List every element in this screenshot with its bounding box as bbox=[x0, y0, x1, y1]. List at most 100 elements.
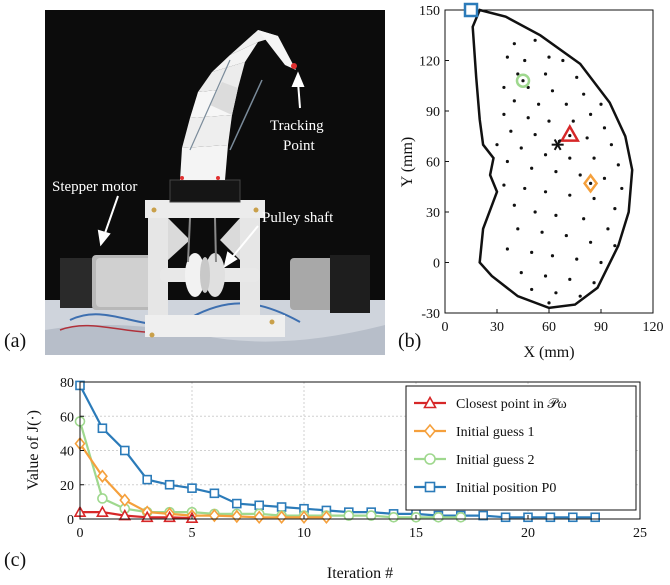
legend-marker bbox=[423, 423, 437, 439]
workspace-xtick-label: 90 bbox=[594, 320, 608, 335]
workspace-point bbox=[575, 257, 579, 261]
workspace-point bbox=[589, 112, 593, 116]
chart-ticks: 0 5 10 15 20 25 0 20 40 60 80 bbox=[60, 376, 647, 541]
workspace-ytick-label: 120 bbox=[419, 55, 440, 70]
series-point bbox=[142, 474, 152, 485]
workspace-point bbox=[564, 102, 568, 106]
series-point bbox=[118, 508, 132, 521]
workspace-point bbox=[495, 143, 499, 147]
workspace-axes-box bbox=[444, 9, 654, 314]
chart-xtick-label: 10 bbox=[297, 526, 311, 541]
series-point bbox=[365, 510, 377, 521]
chart-ytick-label: 0 bbox=[67, 513, 74, 528]
chart-xtick-label: 15 bbox=[409, 526, 423, 541]
workspace-point bbox=[543, 274, 548, 278]
workspace-point bbox=[585, 136, 589, 140]
series-point bbox=[119, 493, 131, 507]
series-point bbox=[120, 445, 130, 456]
workspace-point bbox=[568, 156, 572, 160]
series-point bbox=[567, 512, 578, 523]
workspace-point bbox=[564, 233, 568, 238]
workspace-boundary bbox=[471, 8, 634, 310]
arm-segment bbox=[180, 145, 228, 180]
workspace-point bbox=[530, 250, 534, 254]
chart-ylabel: Value of J(·) bbox=[25, 410, 42, 490]
panel-label-a: (a) bbox=[4, 330, 26, 352]
chart-ytick-label: 80 bbox=[60, 376, 74, 391]
workspace-point bbox=[519, 271, 523, 275]
workspace-xtick-label: 30 bbox=[490, 320, 504, 335]
workspace-point bbox=[540, 230, 544, 234]
series-point bbox=[253, 510, 265, 525]
series-point bbox=[208, 508, 220, 523]
workspace-point bbox=[512, 42, 516, 46]
workspace-ytick-label: 60 bbox=[426, 156, 440, 171]
label-pulley-shaft: Pulley shaft bbox=[262, 210, 334, 226]
workspace-point bbox=[519, 146, 523, 150]
chart-xtick-label: 0 bbox=[77, 526, 84, 541]
marker-closest-point bbox=[559, 124, 580, 142]
series-point bbox=[388, 511, 399, 523]
series-point bbox=[209, 488, 220, 499]
workspace-point bbox=[602, 126, 607, 130]
legend-marker bbox=[423, 395, 437, 409]
workspace-point bbox=[526, 116, 530, 120]
workspace-xtick-label: 120 bbox=[643, 320, 664, 335]
workspace-point bbox=[502, 183, 506, 187]
series-point bbox=[97, 423, 108, 434]
series-point bbox=[96, 469, 108, 483]
workspace-point bbox=[537, 102, 541, 106]
workspace-point bbox=[505, 55, 509, 59]
workspace-point bbox=[533, 132, 537, 137]
workspace-point bbox=[582, 217, 586, 221]
workspace-point bbox=[578, 173, 582, 177]
series-point bbox=[433, 511, 444, 523]
workspace-point bbox=[502, 112, 506, 116]
legend-marker bbox=[424, 481, 436, 493]
chart-ytick-label: 60 bbox=[60, 410, 74, 425]
annotation-arrows bbox=[97, 71, 305, 269]
series-point bbox=[276, 510, 288, 525]
workspace-point bbox=[613, 244, 617, 248]
series-point bbox=[320, 510, 332, 525]
photo-panel: Tracking Point Stepper motor Pulley shaf… bbox=[45, 10, 385, 355]
series-point bbox=[232, 498, 242, 509]
workspace-ytick-label: 90 bbox=[426, 105, 440, 120]
workspace-point bbox=[620, 186, 624, 191]
workspace-point bbox=[526, 85, 530, 90]
tracking-point-marker bbox=[291, 63, 297, 69]
workspace-point bbox=[547, 119, 551, 123]
chart-xtick-label: 25 bbox=[633, 526, 647, 541]
workspace-point bbox=[554, 213, 558, 217]
series-point bbox=[97, 493, 108, 504]
workspace-point bbox=[589, 240, 593, 244]
workspace-point bbox=[502, 85, 506, 90]
workspace-point bbox=[543, 190, 548, 194]
workspace-point bbox=[550, 89, 555, 93]
workspace-point bbox=[602, 176, 607, 180]
arm-mount bbox=[169, 179, 241, 203]
marker-initial-position bbox=[463, 2, 479, 18]
legend-box bbox=[405, 385, 637, 511]
workspace-point bbox=[533, 210, 537, 214]
chart-legend: Closest point in 𝒫ω Initial guess 1 Initia… bbox=[405, 385, 637, 511]
workspace-point bbox=[592, 196, 596, 201]
workspace-point bbox=[582, 92, 586, 96]
workspace-point bbox=[543, 153, 548, 157]
series-point bbox=[545, 512, 556, 523]
workspace-ytick-label: -30 bbox=[421, 307, 440, 322]
workspace-point bbox=[547, 301, 551, 305]
legend-entry: Initial position P0 bbox=[456, 481, 556, 496]
series-point bbox=[187, 483, 197, 493]
chart-xlabel: Iteration # bbox=[327, 565, 393, 582]
workspace-point bbox=[512, 203, 516, 207]
series-point bbox=[276, 502, 287, 512]
workspace-point bbox=[592, 281, 596, 285]
panel-label-b: (b) bbox=[398, 330, 421, 352]
workspace-ylabel: Y (mm) bbox=[399, 137, 416, 188]
label-point: Point bbox=[283, 138, 316, 154]
workspace-point bbox=[578, 294, 582, 298]
series-point bbox=[590, 512, 601, 523]
